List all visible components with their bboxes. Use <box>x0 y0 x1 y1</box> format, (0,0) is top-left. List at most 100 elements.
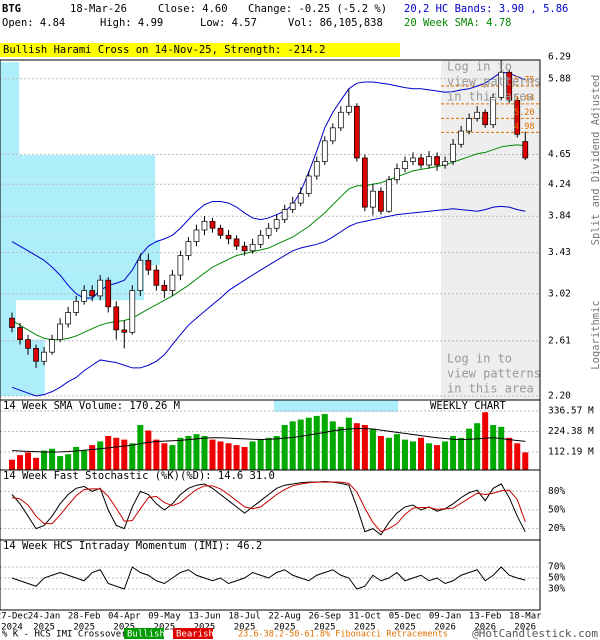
candle-body <box>378 190 384 212</box>
x-tick-label: 09-May <box>148 612 181 622</box>
x-tick-label: 2025 <box>354 623 376 633</box>
candle-body <box>345 105 352 113</box>
y-tick-label: 4.65 <box>548 149 571 160</box>
indicator-line <box>11 566 526 590</box>
side-note: Split and Dividend Adjusted <box>590 75 600 246</box>
candle-body <box>458 130 464 145</box>
y-tick-label: 6.29 <box>548 52 571 63</box>
y-tick-label: 3.43 <box>548 247 571 258</box>
candle-body <box>161 284 168 291</box>
volume-bar <box>73 446 80 470</box>
volume-bar <box>241 446 248 470</box>
volume-bar <box>129 443 136 470</box>
volume-bar <box>482 412 489 470</box>
x-tick-label: 2025 <box>274 623 296 633</box>
volume-bar <box>153 439 160 470</box>
pattern: Bullish Harami Cross on 14-Nov-25, Stren… <box>3 44 325 56</box>
x-tick-label: 05-Dec <box>389 612 422 622</box>
volume-bar <box>281 425 288 470</box>
volume-by-price-bar <box>0 265 144 301</box>
fib-label: 4.98 <box>514 122 534 132</box>
volume-bar <box>329 421 336 470</box>
candle-body <box>121 329 128 333</box>
x-tick-label: 04-Apr <box>108 612 141 622</box>
candle-body <box>225 234 232 240</box>
volume-bar <box>514 443 521 470</box>
candle-body <box>193 229 200 242</box>
y-tick-label: 3.02 <box>548 288 571 299</box>
candle-body <box>354 105 360 159</box>
footer-note: Bearish <box>176 630 214 640</box>
volume-bar <box>209 439 216 470</box>
volume-bar <box>121 439 128 470</box>
band-line <box>11 144 526 341</box>
candle-body <box>201 220 208 231</box>
sma-line <box>11 428 526 453</box>
volume-bar <box>498 426 505 470</box>
volume-bar <box>369 428 376 470</box>
volume-bar <box>9 459 15 470</box>
login[interactable]: in this area <box>447 90 534 104</box>
x-tick-label: 2026 <box>474 623 496 633</box>
login[interactable]: Log in to <box>447 60 512 74</box>
bullish-key <box>124 628 164 639</box>
candle-body <box>105 279 112 308</box>
candle-body <box>265 227 272 236</box>
footer-note: Bullish <box>127 630 165 640</box>
x-tick-label: 2025 <box>73 623 95 633</box>
change: Change: -0.25 (-5.2 %) <box>248 3 387 15</box>
candle-body <box>394 168 400 181</box>
volume-bar <box>233 445 240 470</box>
volume-bar <box>490 425 497 470</box>
x-tick-label: 2025 <box>33 623 55 633</box>
candle-body <box>450 143 456 162</box>
footer-site[interactable]: @HotCandlestick.com <box>472 627 598 640</box>
volume-bar <box>105 435 112 470</box>
x-tick-label: 2025 <box>394 623 416 633</box>
candle-body <box>145 259 152 271</box>
date: 18-Mar-26 <box>70 3 127 15</box>
volume-bar <box>377 435 384 470</box>
login[interactable]: view patterns <box>447 367 541 381</box>
candle-body <box>113 306 120 331</box>
candle-body <box>514 99 521 135</box>
y-tick-label: 224.38 M <box>548 426 594 437</box>
login[interactable]: in this area <box>447 382 534 396</box>
volume-bar <box>265 437 272 470</box>
y-tick-label: 30% <box>548 584 565 595</box>
x-tick-label: 13-Feb <box>469 612 502 622</box>
candle-body <box>522 141 529 159</box>
panel-note: WEEKLY CHART <box>430 400 507 412</box>
volume-bar <box>193 434 200 470</box>
candle-body <box>89 290 96 297</box>
volume-bar <box>434 445 441 470</box>
title-bg <box>274 400 398 412</box>
x-tick-label: 2025 <box>234 623 256 633</box>
candle-body <box>370 190 376 208</box>
candle-body <box>289 202 296 210</box>
candle-body <box>177 255 184 276</box>
candle-body <box>482 111 489 126</box>
volume-by-price-bar <box>0 155 156 180</box>
volume-bar <box>41 450 48 470</box>
y-tick-label: 50% <box>548 573 565 584</box>
bands: 20,2 HC Bands: 3.90 , 5.86 <box>404 3 568 15</box>
y-tick-label: 5.88 <box>548 73 571 84</box>
volume-bar <box>33 457 40 470</box>
volume-bar <box>257 439 264 470</box>
volume-bar <box>410 441 416 470</box>
x-tick-label: 18-Jul <box>228 612 261 622</box>
candle-body <box>426 156 432 166</box>
volume-bar <box>393 434 400 470</box>
volume-bar <box>361 425 368 470</box>
volume-bar <box>185 435 192 470</box>
y-tick-label: 50% <box>548 505 565 516</box>
volume-bar <box>474 423 481 470</box>
y-tick-label: 112.19 M <box>548 447 594 458</box>
candle-body <box>241 245 248 252</box>
volume-bar <box>25 452 32 470</box>
volume-bar <box>450 435 457 470</box>
login[interactable]: Log in to <box>447 352 512 366</box>
login[interactable]: view patterns <box>447 75 541 89</box>
